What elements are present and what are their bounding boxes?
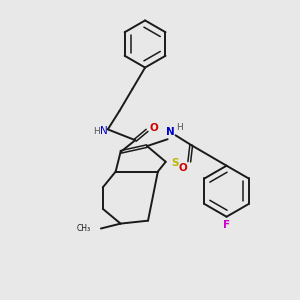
- Text: H: H: [93, 127, 99, 136]
- Text: CH₃: CH₃: [77, 224, 91, 233]
- Text: O: O: [150, 123, 158, 134]
- Text: H: H: [176, 123, 183, 132]
- Text: O: O: [178, 163, 187, 173]
- Text: F: F: [223, 220, 230, 230]
- Text: N: N: [100, 126, 108, 136]
- Text: S: S: [171, 158, 178, 168]
- Text: N: N: [166, 127, 175, 137]
